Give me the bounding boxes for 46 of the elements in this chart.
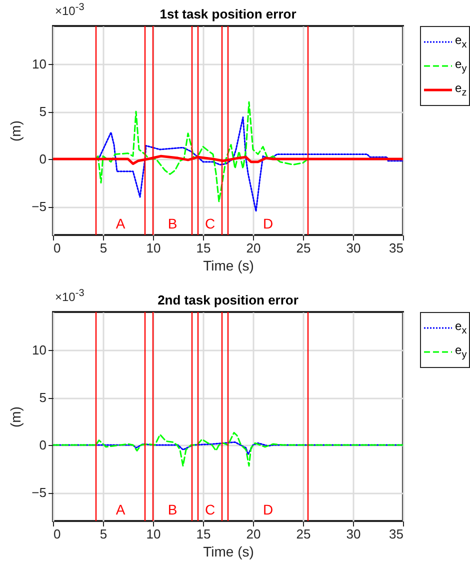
x-tick-label: 0 [54, 526, 61, 542]
y-tick-label: 10 [32, 56, 46, 72]
x-tick-label: 10 [146, 526, 161, 542]
x-tick-label: 35 [389, 526, 404, 542]
x-tick-label: 0 [54, 240, 61, 256]
annotation: C [204, 502, 216, 518]
annotation: B [168, 502, 178, 518]
x-axis-title: Time (s) [203, 258, 254, 274]
x-tick-label: 15 [196, 240, 211, 256]
x-tick-label: 30 [346, 240, 361, 256]
text: ×10$^{-3}$ [55, 2, 84, 18]
x-tick-label: 25 [296, 526, 311, 542]
x-tick-label: 30 [346, 526, 361, 542]
y-tick-label: 0 [39, 152, 46, 166]
x-tick-label: 5 [100, 240, 108, 256]
y-tick-label: 10 [32, 342, 46, 358]
annotation: A [116, 216, 126, 232]
annotation: D [262, 502, 274, 518]
annotation: D [262, 216, 274, 232]
line-series [53, 432, 403, 467]
legend-label: e$_{y}$ [455, 57, 467, 75]
text: ×10$^{-3}$ [55, 288, 84, 304]
x-tick-label: 10 [146, 240, 161, 256]
x-tick-label: 5 [100, 526, 108, 542]
y-tick-label: 0 [39, 438, 46, 452]
legend-label: e$_{x}$ [455, 319, 467, 337]
y-tick-label: 5 [39, 104, 46, 119]
annotation: A [116, 502, 126, 518]
x-tick-label: 20 [246, 526, 261, 542]
y-axis-title: (m) [8, 120, 24, 142]
y-axis-title: (m) [8, 406, 24, 428]
x-axis-title: Time (s) [203, 544, 254, 560]
y-tick-label: −5 [32, 485, 46, 500]
annotation: C [204, 216, 216, 232]
y-tick-label: −5 [32, 199, 46, 214]
legend-label: e$_{z}$ [455, 81, 467, 99]
chart-title: 1st task position error [160, 6, 296, 22]
annotation: B [168, 216, 178, 232]
x-tick-label: 15 [196, 526, 211, 542]
x-tick-label: 35 [389, 240, 404, 256]
x-tick-label: 20 [246, 240, 261, 256]
legend-label: e$_{x}$ [455, 33, 467, 51]
chart-title: 2nd task position error [158, 292, 298, 308]
y-tick-label: 5 [39, 390, 46, 405]
legend-label: e$_{y}$ [455, 343, 467, 361]
x-tick-label: 25 [296, 240, 311, 256]
